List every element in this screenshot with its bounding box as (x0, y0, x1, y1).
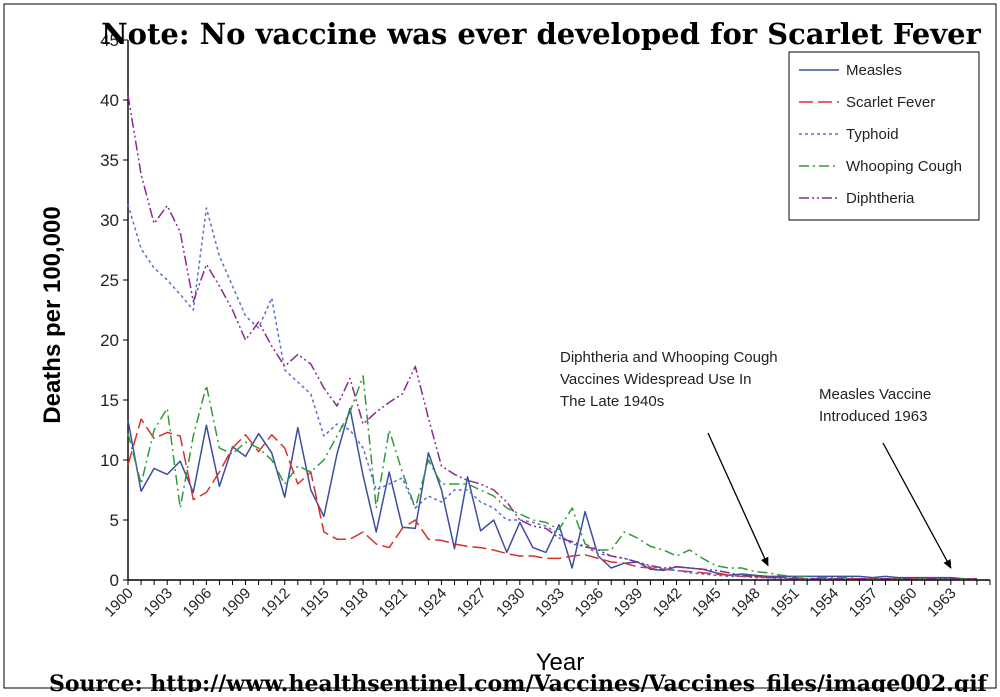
y-axis-label: Deaths per 100,000 (39, 206, 66, 423)
legend-entry-label: Measles (846, 62, 902, 79)
y-tick-label: 20 (100, 331, 119, 350)
series-line-whooping-cough (127, 375, 977, 580)
y-tick-label: 40 (100, 91, 119, 110)
annotation-arrow (707, 432, 769, 567)
y-tick-label: 15 (100, 391, 119, 410)
annotation-layer: Diphtheria and Whooping Cough Vaccines Wi… (560, 349, 952, 569)
y-tick-label: 25 (100, 271, 119, 290)
annotation-text: Diphtheria and Whooping Cough Vaccines Wi… (560, 349, 778, 410)
y-tick-label: 45 (100, 31, 119, 50)
legend-entry-label: Diphtheria (846, 190, 915, 207)
series-layer (127, 95, 977, 580)
x-axis-label: Year (536, 649, 585, 676)
y-tick-label: 10 (100, 451, 119, 470)
source-note: Source: http://www.healthsentinel.com/Va… (49, 671, 989, 692)
y-tick-label: 5 (110, 511, 119, 530)
series-line-diphtheria (127, 95, 977, 580)
y-tick-label: 0 (110, 571, 119, 590)
annotation-text: Measles Vaccine Introduced 1963 (819, 386, 931, 425)
legend-entry-label: Typhoid (846, 126, 899, 143)
chart-frame (3, 3, 997, 689)
y-tick-label: 30 (100, 211, 119, 230)
y-tick-label: 35 (100, 151, 119, 170)
legend-entry-label: Scarlet Fever (846, 94, 935, 111)
legend: Measles Scarlet Fever Typhoid Whooping Coug… (788, 51, 980, 221)
series-line-measles (127, 407, 977, 580)
chart-title: Note: No vaccine was ever developed for … (101, 17, 981, 51)
legend-entry-label: Whooping Cough (846, 158, 962, 175)
legend-box (788, 51, 980, 221)
annotation-arrow (882, 442, 952, 569)
